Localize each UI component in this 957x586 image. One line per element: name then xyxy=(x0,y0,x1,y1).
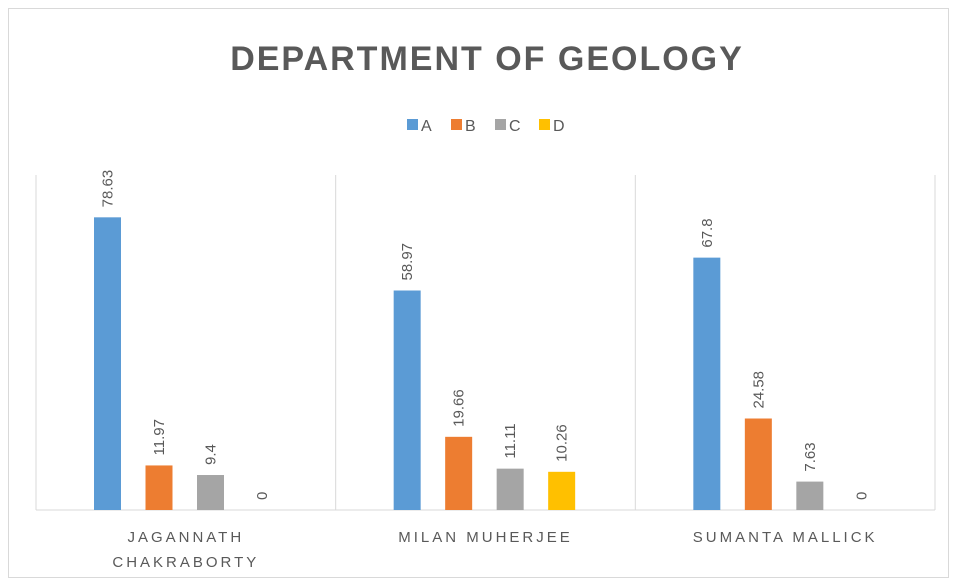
data-label: 24.58 xyxy=(750,371,767,409)
bar xyxy=(496,468,524,510)
data-label: 11.97 xyxy=(151,419,168,455)
legend-swatch xyxy=(451,119,462,130)
x-tick-label: JAGANNATH CHAKRABORTY xyxy=(112,529,259,571)
bar xyxy=(445,436,473,510)
bar xyxy=(693,257,721,510)
legend-label: A xyxy=(421,118,432,135)
legend-label: C xyxy=(509,118,521,135)
bar xyxy=(393,290,421,510)
data-label: 9.4 xyxy=(203,444,220,465)
data-label: 67.8 xyxy=(699,218,716,247)
legend-label: B xyxy=(465,118,476,135)
data-label: 11.11 xyxy=(502,423,519,458)
chart-title: DEPARTMENT OF GEOLOGY xyxy=(230,40,744,78)
data-label: 0 xyxy=(254,492,271,500)
data-label: 58.97 xyxy=(399,243,416,281)
legend-swatch xyxy=(495,119,506,130)
data-label: 10.26 xyxy=(554,424,571,462)
x-tick-label: SUMANTA MALLICK xyxy=(693,529,878,546)
bar xyxy=(548,471,576,510)
bar xyxy=(197,475,224,510)
legend-swatch xyxy=(407,119,418,130)
legend-label: D xyxy=(553,118,565,135)
legend-swatch xyxy=(539,119,550,130)
bar xyxy=(94,217,121,511)
x-tick-label: MILAN MUHERJEE xyxy=(398,529,573,546)
bar xyxy=(796,481,824,510)
data-label: 19.66 xyxy=(451,389,468,427)
data-label: 78.63 xyxy=(100,170,117,208)
data-label: 7.63 xyxy=(802,442,819,471)
data-label: 0 xyxy=(853,492,870,500)
bar xyxy=(744,418,772,510)
bar xyxy=(145,465,173,510)
